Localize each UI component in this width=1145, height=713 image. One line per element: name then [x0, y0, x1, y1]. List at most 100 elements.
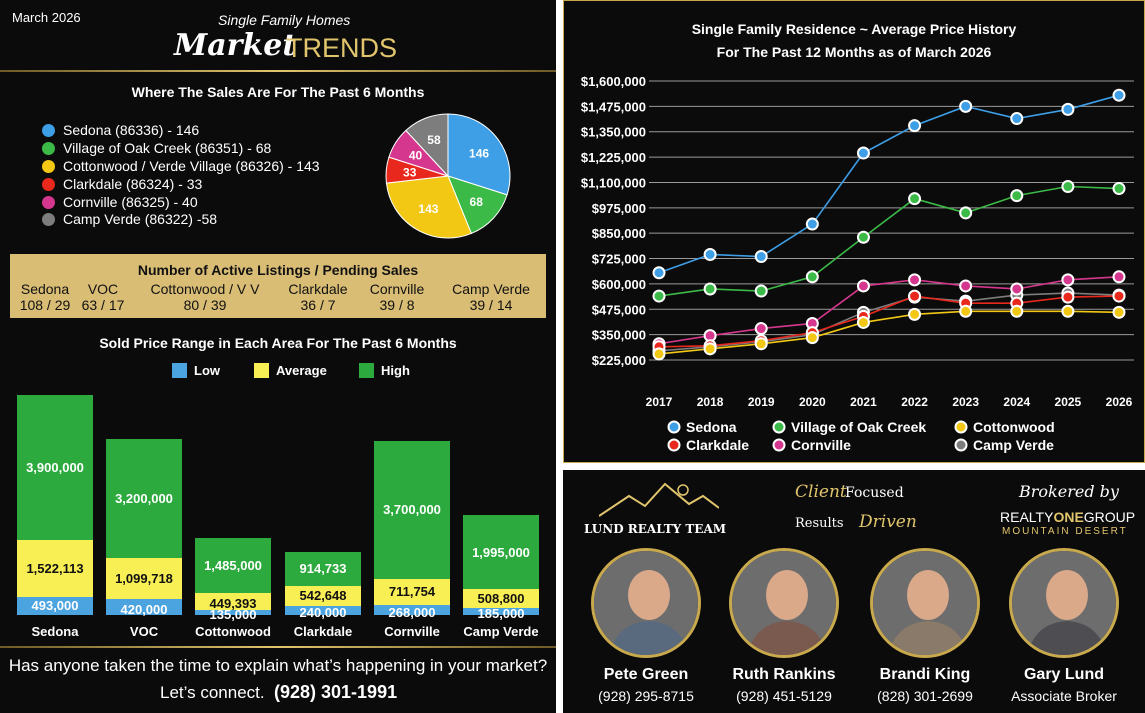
team-name: LUND REALTY TEAM: [584, 522, 727, 536]
focused-word: Focused: [845, 485, 904, 501]
bar-segment-low: 268,000: [374, 605, 450, 620]
listing-cottonwood: Cottonwood / V V 80 / 39: [135, 281, 275, 313]
data-point: [1112, 182, 1126, 196]
pie-legend-label: Cottonwood / Verde Village (86326) - 143: [63, 158, 320, 174]
pie-slice-village-of-oak-creek: [447, 175, 508, 235]
high-swatch: [359, 363, 374, 378]
bar-segment-high: 3,900,000: [17, 395, 93, 541]
line-chart-title-2: For The Past 12 Months as of March 2026: [716, 44, 992, 60]
bar-segment-average: 542,648: [285, 585, 361, 607]
brokerage-part: REALTY: [1000, 509, 1054, 525]
data-point: [908, 192, 922, 206]
data-point: [1112, 270, 1126, 284]
x-tick-label: 2023: [952, 395, 979, 409]
bar-segment-average: 449,393: [195, 593, 271, 611]
bar-value-label: 3,200,000: [115, 491, 173, 507]
agent-name: Gary Lund: [1023, 666, 1104, 683]
x-tick-label: 2018: [697, 395, 724, 409]
person-silhouette-icon: [1012, 551, 1116, 655]
footer-connect: Let’s connect.: [160, 683, 265, 702]
data-point: [652, 347, 666, 361]
pie-legend-label: Village of Oak Creek (86351) - 68: [63, 140, 272, 156]
data-point: [908, 289, 922, 303]
agent-photo: [1009, 548, 1119, 658]
bar-value-label: 711,754: [388, 584, 436, 600]
listings-title: Number of Active Listings / Pending Sale…: [137, 262, 419, 278]
price-history-panel: Single Family Residence ~ Average Price …: [563, 0, 1145, 463]
footer-question: Has anyone taken the time to explain wha…: [8, 656, 548, 675]
data-point: [1112, 88, 1126, 102]
series-line-clarkdale: [658, 295, 1120, 348]
y-tick-label: $1,225,000: [581, 150, 646, 165]
bar-category-label: Clarkdale: [293, 624, 353, 639]
agent-photo: [591, 548, 701, 658]
y-tick-label: $475,000: [592, 302, 646, 317]
footer-divider: [0, 646, 556, 648]
bar-value-label: 1,995,000: [472, 544, 530, 560]
legend-marker: [772, 438, 786, 452]
data-point: [652, 289, 666, 303]
bar-segment-high: 1,995,000: [463, 514, 539, 590]
agent-phone[interactable]: (928) 451-5129: [736, 688, 832, 704]
line-chart-title-1: Single Family Residence ~ Average Price …: [691, 21, 1017, 37]
legend-marker: [772, 420, 786, 434]
person-silhouette-icon: [873, 551, 977, 655]
brokerage-part: GROUP: [1083, 509, 1136, 525]
data-point: [856, 315, 870, 329]
data-point: [1010, 189, 1024, 203]
x-tick-label: 2017: [646, 395, 673, 409]
bar-category-label: Sedona: [31, 624, 79, 639]
pie-slice-label: 68: [470, 195, 484, 209]
line-legend-label: Sedona: [686, 419, 737, 435]
agent-photo: [870, 548, 980, 658]
bar-value-label: 1,485,000: [204, 558, 262, 574]
data-point: [1112, 305, 1126, 319]
pie-slice-label: 33: [403, 165, 417, 179]
data-point: [1061, 102, 1075, 116]
x-tick-label: 2026: [1106, 395, 1133, 409]
y-tick-label: $1,100,000: [581, 175, 646, 190]
data-point: [703, 282, 717, 296]
agent-phone[interactable]: (828) 301-2699: [877, 688, 973, 704]
pie-slice-camp-verde: [405, 113, 449, 178]
header-divider: [0, 70, 556, 72]
data-point: [856, 230, 870, 244]
report-subtitle: Single Family Homes: [218, 12, 351, 28]
pie-slice-label: 146: [469, 146, 489, 160]
pie-slice-cottonwood-verde-village: [385, 175, 473, 239]
listing-area: VOC: [87, 281, 119, 297]
bar-segment-average: 711,754: [374, 578, 450, 606]
agent-name: Pete Green: [603, 666, 689, 683]
pie-legend-label: Camp Verde (86322) -58: [63, 211, 218, 227]
data-point: [805, 217, 819, 231]
data-point: [754, 337, 768, 351]
low-swatch: [172, 363, 187, 378]
pie-legend-clarkdale: Clarkdale (86324) - 33: [42, 176, 202, 192]
cottonwood-legend-dot: [42, 159, 55, 173]
agent-phone[interactable]: (928) 295-8715: [598, 688, 694, 704]
results-word: Results: [795, 516, 844, 531]
data-point: [959, 99, 973, 113]
data-point: [1061, 273, 1075, 287]
x-tick-label: 2021: [850, 395, 877, 409]
x-tick-label: 2020: [799, 395, 826, 409]
x-tick-label: 2022: [901, 395, 928, 409]
campverde-legend-dot: [42, 212, 55, 226]
data-point: [908, 273, 922, 287]
footer-phone[interactable]: (928) 301-1991: [274, 682, 398, 702]
legend-marker: [667, 438, 681, 452]
pie-legend-label: Cornville (86325) - 40: [63, 194, 198, 210]
bar-value-label: 185,000: [477, 606, 525, 622]
x-tick-label: 2025: [1055, 395, 1082, 409]
data-point: [652, 266, 666, 280]
bar-value-label: 135,000: [209, 606, 257, 622]
report-date: March 2026: [12, 10, 81, 25]
data-point: [959, 206, 973, 220]
client-word: Client: [795, 482, 847, 502]
brokerage-name: REALTYONEGROUP: [1000, 509, 1135, 525]
line-legend-label: Camp Verde: [973, 437, 1054, 453]
legend-marker: [667, 420, 681, 434]
bar-category-label: Cornville: [384, 624, 440, 639]
listing-sedona: Sedona 108 / 29: [0, 281, 90, 313]
series-line-camp-verde: [658, 292, 1120, 352]
